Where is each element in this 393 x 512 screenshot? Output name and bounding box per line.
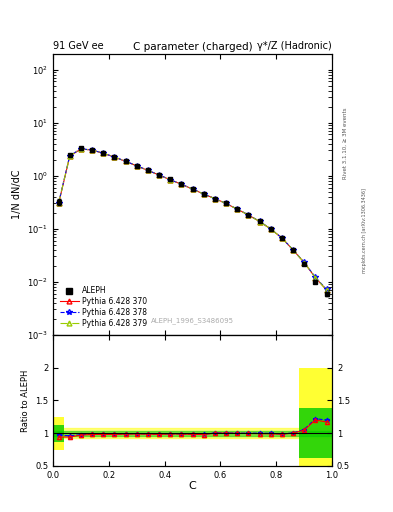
Bar xyxy=(53,431,332,436)
Text: mcplots.cern.ch [arXiv:1306.3436]: mcplots.cern.ch [arXiv:1306.3436] xyxy=(362,188,367,273)
Bar xyxy=(53,428,332,438)
Text: 91 GeV ee: 91 GeV ee xyxy=(53,41,104,51)
X-axis label: C: C xyxy=(189,481,196,491)
Bar xyxy=(53,424,64,442)
Title: C parameter (charged): C parameter (charged) xyxy=(133,41,252,52)
Bar xyxy=(299,408,332,458)
Text: ALEPH_1996_S3486095: ALEPH_1996_S3486095 xyxy=(151,317,234,324)
Legend: ALEPH, Pythia 6.428 370, Pythia 6.428 378, Pythia 6.428 379: ALEPH, Pythia 6.428 370, Pythia 6.428 37… xyxy=(57,283,150,331)
Y-axis label: 1/N dN/dC: 1/N dN/dC xyxy=(12,169,22,219)
Text: Rivet 3.1.10, ≥ 3M events: Rivet 3.1.10, ≥ 3M events xyxy=(343,108,348,179)
Bar xyxy=(53,417,64,450)
Y-axis label: Ratio to ALEPH: Ratio to ALEPH xyxy=(20,369,29,432)
Bar xyxy=(299,368,332,466)
Text: γ*/Z (Hadronic): γ*/Z (Hadronic) xyxy=(257,41,332,51)
